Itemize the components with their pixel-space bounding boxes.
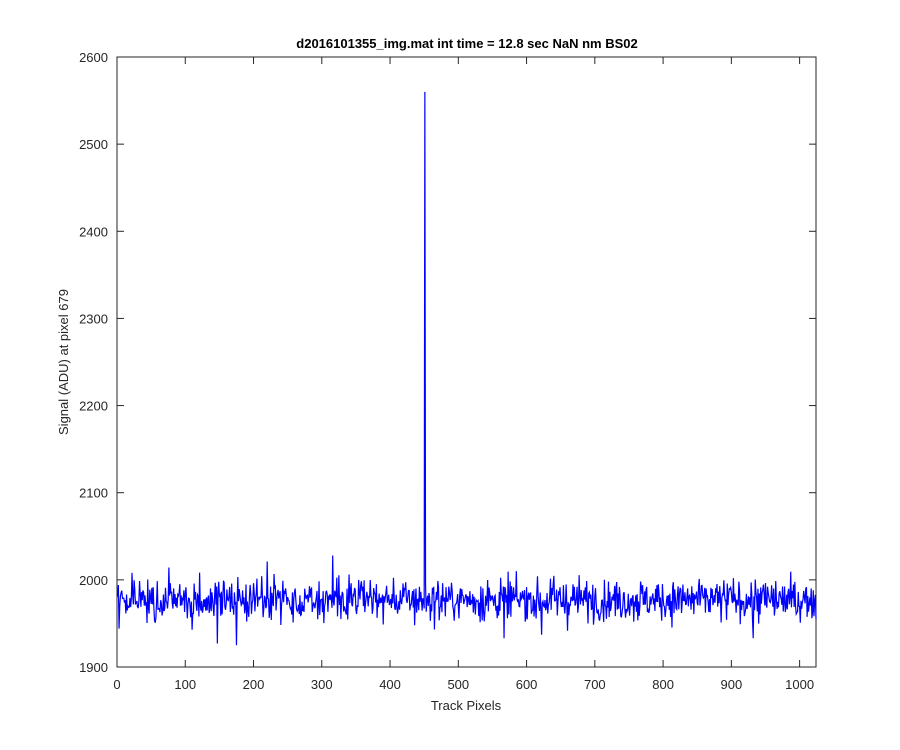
x-tick-label: 100 [174, 677, 196, 692]
x-tick-label: 0 [113, 677, 120, 692]
x-axis-label: Track Pixels [431, 698, 502, 713]
x-tick-label: 400 [379, 677, 401, 692]
y-tick-label: 2500 [79, 137, 108, 152]
chart-title: d2016101355_img.mat int time = 12.8 sec … [296, 36, 637, 51]
x-tick-label: 300 [311, 677, 333, 692]
y-tick-label: 2600 [79, 50, 108, 65]
x-axis-ticks: 0 100 200 300 400 500 600 700 800 900 1000 [113, 57, 814, 692]
x-tick-label: 700 [584, 677, 606, 692]
plot-area [116, 56, 817, 668]
y-axis-ticks: 1900 2000 2100 2200 2300 2400 2500 2600 [79, 50, 816, 675]
x-tick-label: 600 [516, 677, 538, 692]
y-tick-label: 2000 [79, 573, 108, 588]
y-tick-label: 2400 [79, 224, 108, 239]
x-tick-label: 800 [652, 677, 674, 692]
y-tick-label: 2100 [79, 486, 108, 501]
x-tick-label: 900 [721, 677, 743, 692]
x-tick-label: 1000 [785, 677, 814, 692]
x-tick-label: 200 [243, 677, 265, 692]
y-tick-label: 2200 [79, 399, 108, 414]
y-tick-label: 1900 [79, 660, 108, 675]
y-axis-label: Signal (ADU) at pixel 679 [56, 289, 71, 435]
y-tick-label: 2300 [79, 311, 108, 326]
x-tick-label: 500 [447, 677, 469, 692]
signal-series-line [117, 91, 817, 646]
